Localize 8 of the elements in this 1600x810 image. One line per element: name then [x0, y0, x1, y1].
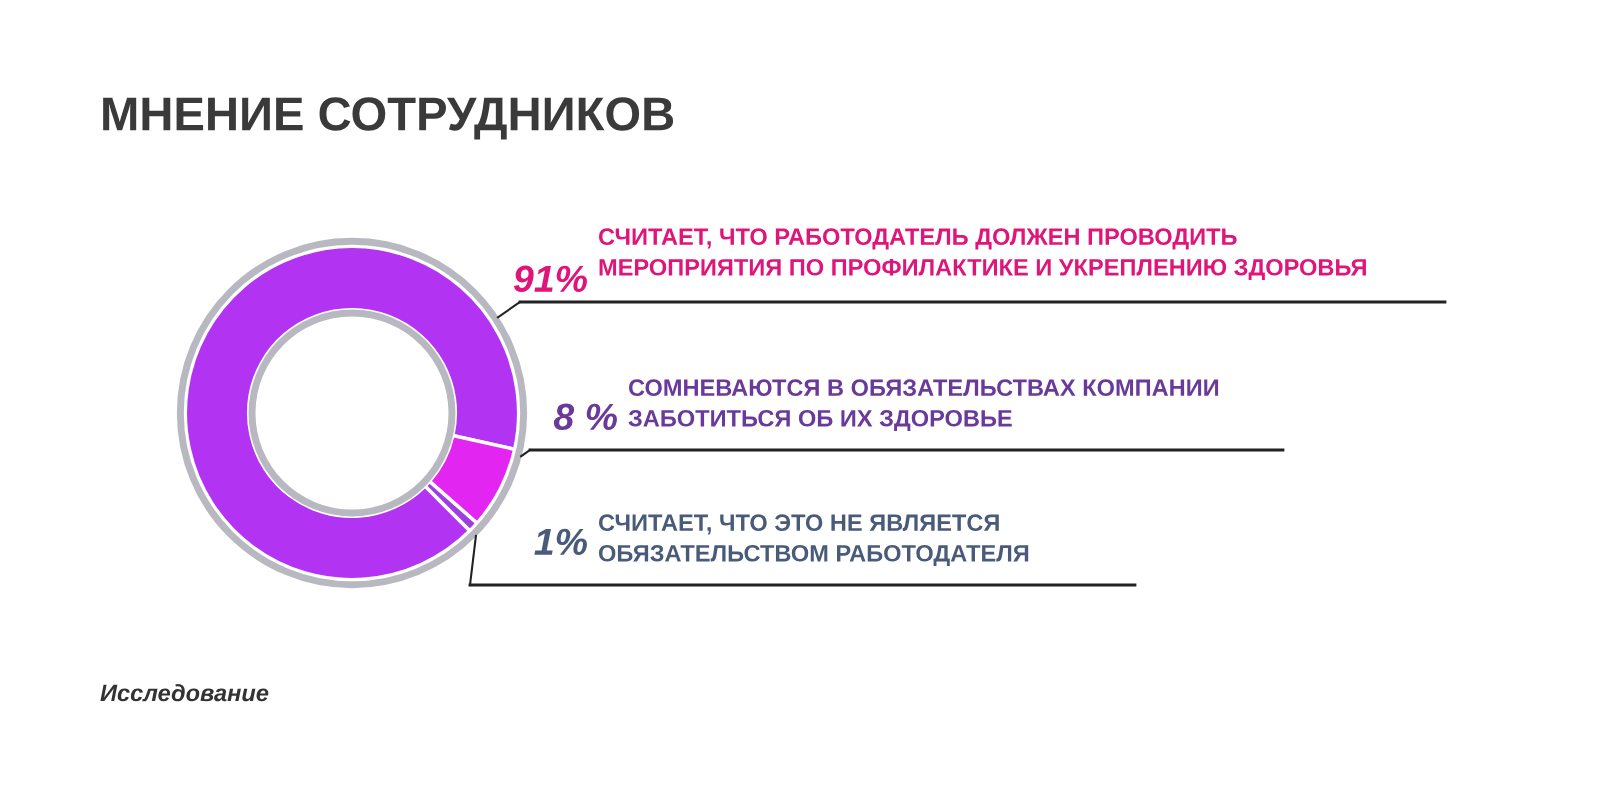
slice-label: СЧИТАЕТ, ЧТО РАБОТОДАТЕЛЬ ДОЛЖЕН ПРОВОДИТЬ МЕРОПРИЯТИЯ ПО ПРОФИЛАКТИКЕ И УКРЕПЛЕНИЮ ЗДОРОВЬЯ: [598, 228, 1366, 281]
text: Исследование: [100, 683, 269, 702]
data-label: 1%: [534, 528, 587, 555]
slice-label: СОМНЕВАЮТСЯ В ОБЯЗАТЕЛЬСТВАХ КОМПАНИИ ЗАБОТИТЬСЯ ОБ ИХ ЗДОРОВЬЕ: [628, 379, 1219, 432]
data-label: 91%: [513, 265, 587, 293]
data-label: 8 %: [553, 403, 617, 431]
chart-title: МНЕНИЕ СОТРУДНИКОВ: [103, 97, 674, 140]
slice-label: СЧИТАЕТ, ЧТО ЭТО НЕ ЯВЛЯЕТСЯ ОБЯЗАТЕЛЬСТВОМ РАБОТОДАТЕЛЯ: [598, 514, 1029, 567]
